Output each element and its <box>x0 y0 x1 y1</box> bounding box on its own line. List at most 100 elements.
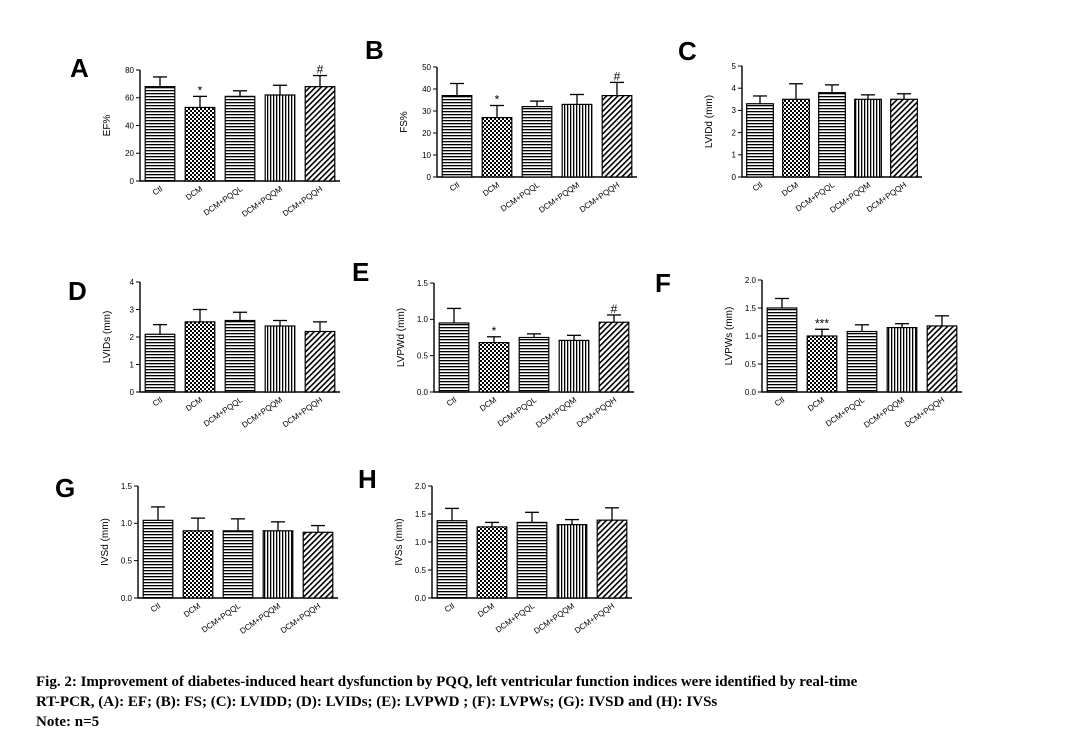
bar <box>438 322 470 393</box>
figure-caption: Fig. 2: Improvement of diabetes-induced … <box>36 672 1056 732</box>
x-tick-label: DCM+PQQH <box>865 180 908 214</box>
y-axis-label: LVIDd (mm) <box>704 95 715 148</box>
bar <box>806 335 838 393</box>
x-tick-label: DCM <box>476 601 496 619</box>
y-tick-label: 4 <box>732 84 737 93</box>
x-tick-label: DCM <box>481 180 501 198</box>
x-tick-label: DCM <box>478 395 498 413</box>
y-axis-label: LVIDs (mm) <box>102 311 113 364</box>
y-tick-label: 40 <box>422 85 431 94</box>
y-axis-label: EF% <box>102 115 113 137</box>
caption-line-2: RT-PCR, (A): EF; (B): FS; (C): LVIDD; (D… <box>36 694 718 710</box>
y-tick-label: 3 <box>130 305 135 314</box>
bar <box>558 339 590 393</box>
panel-label: A <box>70 53 89 83</box>
caption-line-1: Fig. 2: Improvement of diabetes-induced … <box>36 674 858 690</box>
bar <box>846 330 878 393</box>
y-tick-label: 0.0 <box>121 594 133 603</box>
y-tick-label: 0.0 <box>415 594 427 603</box>
bar <box>304 330 336 393</box>
panel-d: D 0 1 2 3 4 LVIDs (mm) Ctl DCMDCM+PQQLDCM+PQQMDC… <box>68 276 340 430</box>
y-tick-label: 0.5 <box>121 556 133 565</box>
significance-marker: *** <box>815 316 829 330</box>
y-tick-label: 0.5 <box>745 360 757 369</box>
y-tick-label: 60 <box>125 94 134 103</box>
x-tick-label: DCM+PQQH <box>903 395 946 429</box>
y-axis-label: FS% <box>399 111 410 133</box>
panel-label: C <box>678 36 697 66</box>
x-tick-label: DCM+PQQH <box>573 601 616 635</box>
y-tick-label: 1.0 <box>417 315 429 324</box>
y-tick-label: 0 <box>732 173 737 182</box>
y-tick-label: 30 <box>422 107 431 116</box>
x-tick-label: DCM+PQQL <box>202 395 245 429</box>
y-tick-label: 0.5 <box>415 566 427 575</box>
y-tick-label: 20 <box>125 149 134 158</box>
x-tick-label: Ctl <box>151 184 164 197</box>
x-tick-label: DCM <box>184 395 204 413</box>
bar <box>782 98 810 178</box>
x-tick-label: Ctl <box>151 395 164 408</box>
y-tick-label: 1.5 <box>415 510 427 519</box>
y-tick-label: 5 <box>732 62 737 71</box>
bar <box>746 103 774 178</box>
bar <box>436 520 468 599</box>
bar <box>476 526 508 599</box>
y-tick-label: 4 <box>130 278 135 287</box>
x-tick-label: DCM+PQQM <box>240 184 284 219</box>
y-tick-label: 50 <box>422 63 431 72</box>
x-tick-label: Ctl <box>443 601 456 614</box>
bar <box>184 106 216 182</box>
panel-label: H <box>358 464 377 494</box>
bar <box>926 325 958 393</box>
bar <box>766 307 798 393</box>
y-tick-label: 40 <box>125 121 134 130</box>
x-tick-label: DCM+PQQM <box>238 601 282 636</box>
x-tick-label: DCM+PQQH <box>578 180 621 214</box>
caption-note: Note: n=5 <box>36 714 100 730</box>
bar <box>262 530 294 599</box>
x-tick-label: DCM+PQQL <box>202 184 245 218</box>
bar <box>222 530 254 599</box>
bar <box>818 92 846 178</box>
y-axis-label: LVPWs (mm) <box>724 307 735 366</box>
y-tick-label: 1.5 <box>745 304 757 313</box>
bar <box>184 321 216 393</box>
y-tick-label: 0.0 <box>745 388 757 397</box>
x-tick-label: DCM+PQQH <box>281 184 324 218</box>
x-tick-label: Ctl <box>445 395 458 408</box>
significance-marker: # <box>317 63 324 77</box>
x-tick-label: DCM+PQQM <box>240 395 284 430</box>
x-tick-label: DCM+PQQL <box>200 601 243 635</box>
x-tick-label: DCM <box>184 184 204 202</box>
bar <box>264 94 296 182</box>
y-tick-label: 80 <box>125 66 134 75</box>
bar <box>144 86 176 182</box>
x-tick-label: DCM+PQQL <box>494 601 537 635</box>
bar <box>142 519 174 599</box>
panel-label: D <box>68 276 87 306</box>
significance-marker: * <box>495 93 500 107</box>
bar <box>224 95 256 182</box>
significance-marker: * <box>198 83 203 97</box>
y-tick-label: 0 <box>130 177 135 186</box>
x-tick-label: DCM+PQQL <box>496 395 539 429</box>
y-tick-label: 0 <box>427 173 432 182</box>
x-tick-label: Ctl <box>149 601 162 614</box>
bar <box>224 319 256 393</box>
bar <box>521 105 553 178</box>
y-tick-label: 1.5 <box>417 279 429 288</box>
x-tick-label: DCM+PQQM <box>537 180 581 215</box>
y-tick-label: 1 <box>130 360 135 369</box>
significance-marker: # <box>614 69 621 83</box>
bar <box>556 524 588 599</box>
x-tick-label: DCM+PQQL <box>824 395 867 429</box>
bar <box>518 336 550 393</box>
bar <box>264 325 296 393</box>
y-tick-label: 0 <box>130 388 135 397</box>
y-tick-label: 2.0 <box>415 482 427 491</box>
